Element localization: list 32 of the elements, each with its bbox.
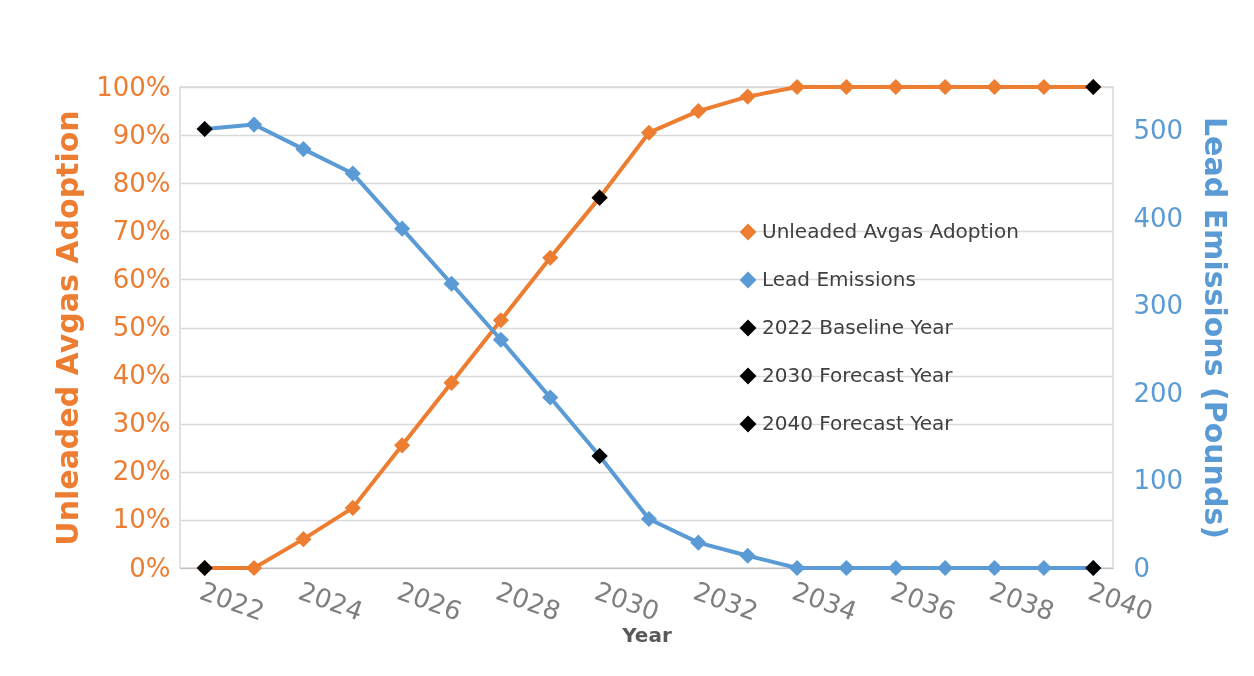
legend-label: Unleaded Avgas Adoption — [762, 219, 1019, 243]
legend-label: 2022 Baseline Year — [762, 315, 954, 339]
y-tick-label: 30% — [112, 408, 171, 439]
y-tick-label: 80% — [112, 167, 171, 198]
y-tick-label: 50% — [112, 312, 171, 342]
y-tick-label: 70% — [112, 215, 171, 246]
legend-label: Lead Emissions — [762, 267, 916, 291]
y-axis-title: Unleaded Avgas Adoption — [50, 110, 86, 546]
x-tick-label: 2026 — [393, 575, 466, 627]
y-tick-label: 60% — [112, 263, 171, 294]
y-tick-label: 90% — [112, 119, 171, 150]
x-tick-label: 2036 — [887, 575, 960, 627]
y2-tick-label: 0 — [1133, 552, 1151, 583]
y-tick-label: 20% — [112, 456, 171, 487]
x-tick-label: 2024 — [294, 575, 368, 627]
x-tick-label: 2022 — [195, 575, 269, 627]
y2-tick-label: 500 — [1133, 115, 1184, 146]
y-tick-label: 0% — [129, 552, 171, 583]
y-tick-label: 100% — [96, 71, 171, 102]
legend-label: 2030 Forecast Year — [762, 363, 954, 387]
y-tick-label: 10% — [112, 504, 171, 535]
x-tick-label: 2032 — [689, 575, 763, 627]
y2-tick-label: 200 — [1133, 377, 1184, 408]
x-tick-label: 2028 — [492, 575, 565, 627]
x-tick-label: 2034 — [788, 575, 861, 627]
y-tick-label: 40% — [112, 360, 171, 391]
y2-tick-label: 400 — [1133, 202, 1184, 233]
y2-tick-label: 300 — [1133, 290, 1184, 321]
legend-label: 2040 Forecast Year — [762, 411, 954, 435]
y2-tick-label: 100 — [1133, 465, 1184, 496]
x-tick-label: 2038 — [985, 575, 1059, 627]
y2-axis-title: Lead Emissions (Pounds) — [1198, 117, 1234, 539]
